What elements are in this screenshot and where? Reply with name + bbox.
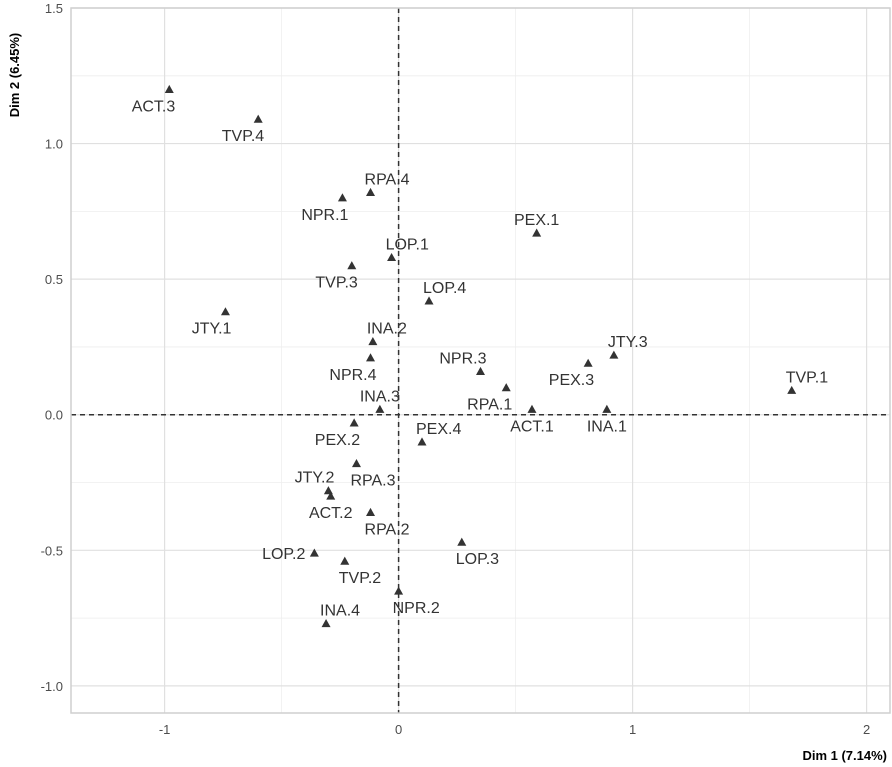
point-marker-npr-1 [337,193,347,202]
point-marker-lop-3 [457,537,467,546]
x-tick-label: 0 [395,722,402,737]
y-tick-label: -0.5 [41,543,63,558]
point-marker-ina-3 [375,404,385,413]
point-label-jty-1: JTY.1 [192,321,232,338]
point-marker-jty-1 [220,307,230,316]
point-marker-npr-2 [394,586,404,595]
y-tick-label: -1.0 [41,679,63,694]
point-marker-pex-2 [349,418,359,427]
point-marker-npr-3 [476,366,485,375]
point-marker-act-3 [164,84,174,93]
y-axis-title: Dim 2 (6.45%) [7,33,22,118]
point-marker-tvp-4 [253,114,263,123]
point-label-ina-4: INA.4 [320,603,360,620]
point-labels: ACT.1 ACT.2 ACT.3 INA.1 INA.2 INA.3 INA.4 JTY.1… [132,98,829,619]
point-label-rpa-1: RPA.1 [467,397,512,414]
y-tick-label: 0.0 [45,408,63,423]
point-label-pex-2: PEX.2 [315,432,360,449]
point-marker-pex-4 [417,437,427,446]
point-label-rpa-3: RPA.3 [350,473,395,490]
point-label-tvp-2: TVP.2 [339,570,382,587]
point-label-rpa-2: RPA.2 [365,521,410,538]
point-label-pex-4: PEX.4 [416,421,461,438]
point-label-tvp-1: TVP.1 [786,369,829,386]
point-marker-lop-1 [387,252,397,262]
point-marker-act-2 [326,491,336,500]
point-marker-tvp-3 [347,261,357,270]
point-marker-pex-3 [583,358,593,367]
point-marker-rpa-4 [366,187,376,196]
point-label-jty-3: JTY.3 [608,334,648,351]
tick-labels: -1 0 1 2 -1.0 -0.5 0.0 0.5 1.0 1.5 [41,1,871,737]
point-marker-tvp-2 [340,556,350,565]
point-label-lop-2: LOP.2 [262,546,305,563]
point-marker-pex-1 [532,228,542,237]
reference-lines [71,8,890,713]
point-label-lop-4: LOP.4 [423,280,466,297]
point-label-lop-1: LOP.1 [386,236,429,253]
data-points [164,84,797,628]
point-marker-act-1 [527,404,537,413]
point-marker-rpa-3 [351,459,361,468]
point-label-pex-3: PEX.3 [549,372,594,389]
point-marker-ina-2 [368,337,378,346]
point-label-npr-4: NPR.4 [329,367,376,384]
y-tick-label: 1.5 [45,1,63,16]
point-label-act-2: ACT.2 [309,505,353,522]
point-label-ina-2: INA.2 [367,321,407,338]
point-marker-jty-3 [609,350,619,359]
point-marker-tvp-1 [787,385,797,394]
x-axis-title: Dim 1 (7.14%) [802,748,887,763]
x-tick-label: 2 [863,722,870,737]
point-marker-npr-4 [366,353,376,362]
point-label-lop-3: LOP.3 [456,551,499,568]
point-label-ina-3: INA.3 [360,388,400,405]
point-label-ina-1: INA.1 [587,418,627,435]
plot-panel-border [70,7,891,714]
point-label-rpa-4: RPA.4 [365,171,410,188]
x-tick-label: -1 [159,722,171,737]
point-label-act-1: ACT.1 [510,418,554,435]
point-label-jty-2: JTY.2 [295,470,335,487]
point-label-act-3: ACT.3 [132,98,176,115]
y-tick-label: 0.5 [45,272,63,287]
point-marker-jty-2 [323,486,333,495]
point-marker-rpa-2 [366,507,376,516]
point-marker-lop-2 [309,548,319,557]
point-marker-lop-4 [424,296,434,305]
point-label-npr-2: NPR.2 [393,600,440,617]
point-label-npr-1: NPR.1 [301,207,348,224]
point-label-pex-1: PEX.1 [514,212,559,229]
x-tick-label: 1 [629,722,636,737]
point-marker-ina-4 [321,619,331,628]
point-marker-rpa-1 [501,383,511,392]
point-marker-ina-1 [602,404,612,413]
point-label-tvp-4: TVP.4 [222,128,265,145]
y-tick-label: 1.0 [45,137,63,152]
point-label-tvp-3: TVP.3 [315,275,358,292]
point-label-npr-3: NPR.3 [439,350,486,367]
